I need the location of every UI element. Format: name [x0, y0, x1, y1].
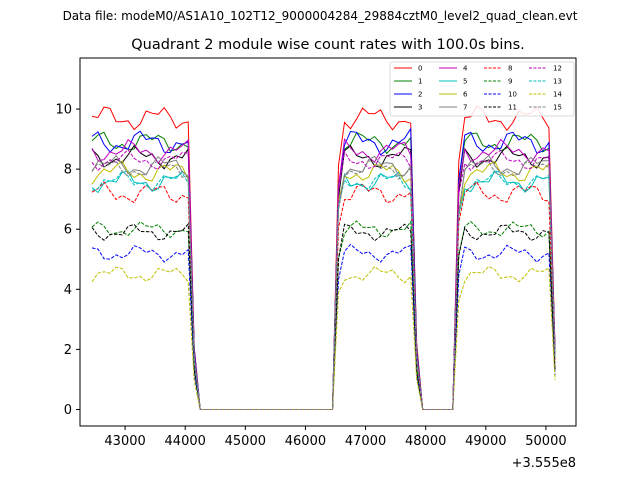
series-line-13: [91, 170, 556, 410]
plot-lines: [91, 105, 556, 410]
legend-label-10: 10: [508, 91, 517, 99]
legend-label-2: 2: [418, 91, 422, 99]
y-tick-label: 8: [64, 163, 72, 178]
x-tick-label: 49000: [465, 434, 506, 449]
x-tick-label: 47000: [345, 434, 386, 449]
series-line-7: [91, 154, 556, 410]
series-line-3: [91, 144, 556, 410]
series-line-0: [91, 105, 556, 410]
y-tick-label: 10: [55, 103, 72, 118]
y-tick-label: 4: [64, 283, 72, 298]
chart-suptitle: Data file: modeM0/AS1A10_102T12_90000042…: [63, 9, 578, 23]
y-tick-label: 2: [64, 343, 72, 358]
x-tick-label: 43000: [104, 434, 145, 449]
x-axis: 43000 44000 45000 46000 47000 48000 49000 50000: [104, 426, 567, 449]
x-tick-label: 44000: [165, 434, 206, 449]
legend-label-7: 7: [463, 104, 467, 112]
x-tick-label: 45000: [225, 434, 266, 449]
y-axis: 0 2 4 6 8 10: [55, 103, 80, 418]
series-line-5: [91, 170, 556, 410]
series-line-1: [91, 131, 556, 410]
legend-label-11: 11: [508, 104, 517, 112]
x-offset-label: +3.555e8: [512, 456, 576, 471]
legend-label-1: 1: [418, 78, 422, 86]
legend-label-4: 4: [463, 65, 468, 73]
chart-title: Quadrant 2 module wise count rates with …: [131, 37, 525, 53]
legend-label-3: 3: [418, 104, 422, 112]
legend-label-15: 15: [553, 104, 562, 112]
x-tick-label: 50000: [525, 434, 566, 449]
series-line-8: [91, 181, 556, 410]
legend-label-12: 12: [553, 65, 562, 73]
y-tick-label: 0: [64, 403, 72, 418]
y-tick-label: 6: [64, 223, 72, 238]
plot-frame: [79, 57, 577, 427]
legend-label-13: 13: [553, 78, 562, 86]
x-tick-label: 48000: [405, 434, 446, 449]
legend-label-6: 6: [463, 91, 468, 99]
series-line-15: [91, 160, 556, 410]
legend-label-9: 9: [508, 78, 512, 86]
series-line-11: [91, 222, 556, 410]
legend-label-8: 8: [508, 65, 512, 73]
series-line-14: [91, 265, 556, 410]
series-line-9: [91, 220, 556, 410]
legend-label-14: 14: [553, 91, 562, 99]
series-line-12: [91, 149, 556, 410]
series-line-10: [91, 243, 556, 410]
series-line-6: [91, 160, 556, 410]
legend-label-0: 0: [418, 65, 422, 73]
legend-label-5: 5: [463, 78, 467, 86]
legend-box: [389, 61, 575, 117]
x-tick-label: 46000: [285, 434, 326, 449]
